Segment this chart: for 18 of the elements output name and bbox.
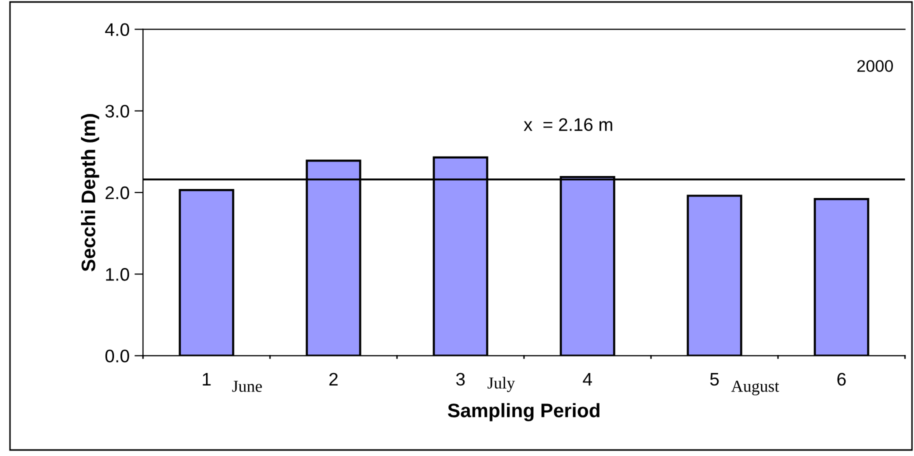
y-tick-label: 3.0 [105,104,130,118]
y-tick-label: 1.0 [106,268,130,281]
y-tick-label: 2.0 [106,186,130,200]
ref-line-label: x = 2.16 m [524,118,612,131]
text: July [488,376,515,392]
y-tick-label: 0.0 [105,350,130,362]
annotation: 2000 [857,60,893,72]
x-tick-label: 6 [837,372,846,386]
x-tick-label: 5 [710,373,719,386]
x-axis-title: Sampling Period [448,403,600,422]
x-tick-label: 1 [202,373,211,386]
y-tick-label: 4.0 [105,23,130,36]
y-axis-title: Secchi Depth (m) [81,114,100,272]
text: August [731,380,780,396]
x-tick-label: 4 [582,373,592,386]
x-tick-label: 3 [456,372,465,386]
text: June [232,380,262,392]
x-tick-label: 2 [329,372,338,386]
